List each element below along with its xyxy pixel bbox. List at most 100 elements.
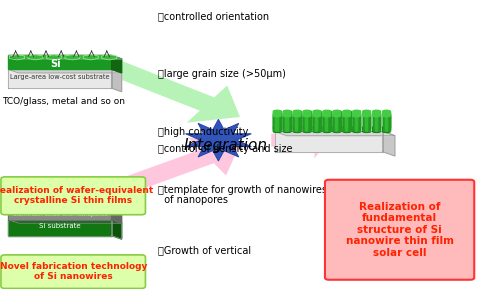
Ellipse shape: [363, 114, 371, 117]
Bar: [345, 112, 347, 127]
Ellipse shape: [38, 188, 46, 191]
Bar: [285, 116, 288, 131]
Polygon shape: [101, 58, 240, 123]
Bar: [383, 113, 390, 129]
Bar: [79, 192, 87, 208]
Bar: [60, 190, 63, 205]
Bar: [59, 190, 66, 205]
Ellipse shape: [48, 204, 56, 206]
Bar: [313, 112, 321, 127]
Bar: [333, 114, 341, 130]
Ellipse shape: [17, 190, 25, 192]
Ellipse shape: [79, 205, 87, 207]
Bar: [374, 113, 377, 129]
Ellipse shape: [110, 202, 118, 204]
Bar: [353, 112, 360, 127]
Ellipse shape: [38, 191, 46, 194]
Bar: [274, 113, 281, 129]
Ellipse shape: [313, 110, 321, 113]
Ellipse shape: [69, 205, 77, 207]
Bar: [365, 112, 367, 127]
Bar: [40, 190, 42, 205]
Bar: [343, 114, 350, 130]
Text: Novel fabrication technology
of Si nanowires: Novel fabrication technology of Si nanow…: [0, 262, 147, 281]
Bar: [48, 188, 56, 203]
Ellipse shape: [79, 202, 87, 204]
Ellipse shape: [383, 126, 390, 128]
Bar: [363, 116, 371, 131]
Text: ・template for growth of nanowires: ・template for growth of nanowires: [158, 185, 327, 195]
Ellipse shape: [38, 202, 46, 204]
Bar: [323, 114, 331, 130]
Ellipse shape: [100, 207, 108, 208]
Ellipse shape: [372, 131, 380, 132]
Ellipse shape: [17, 191, 25, 194]
Ellipse shape: [293, 112, 301, 114]
Ellipse shape: [363, 126, 371, 128]
Bar: [276, 114, 277, 130]
Bar: [110, 192, 118, 208]
Text: ・large grain size (>50μm): ・large grain size (>50μm): [158, 69, 286, 79]
Bar: [283, 116, 291, 131]
Bar: [293, 116, 301, 131]
Bar: [293, 114, 301, 130]
Ellipse shape: [48, 207, 56, 208]
Ellipse shape: [110, 207, 118, 208]
Bar: [92, 188, 94, 203]
Ellipse shape: [274, 131, 281, 132]
Ellipse shape: [333, 128, 341, 130]
Ellipse shape: [333, 110, 341, 113]
Bar: [355, 113, 357, 129]
Bar: [71, 192, 73, 208]
Ellipse shape: [110, 187, 118, 190]
Ellipse shape: [323, 112, 331, 114]
FancyBboxPatch shape: [1, 177, 145, 215]
Bar: [355, 114, 357, 130]
Bar: [333, 112, 341, 127]
Polygon shape: [9, 55, 111, 69]
Ellipse shape: [343, 110, 350, 113]
Bar: [59, 191, 66, 206]
Bar: [333, 113, 341, 129]
Ellipse shape: [100, 190, 108, 192]
Ellipse shape: [293, 113, 301, 115]
Bar: [283, 112, 291, 127]
Ellipse shape: [28, 207, 36, 208]
Bar: [363, 113, 371, 129]
Ellipse shape: [59, 191, 66, 194]
Ellipse shape: [353, 129, 360, 131]
Bar: [112, 190, 115, 205]
Bar: [40, 192, 42, 208]
Bar: [295, 112, 298, 127]
Ellipse shape: [274, 126, 281, 128]
Ellipse shape: [372, 113, 380, 115]
Bar: [100, 192, 108, 208]
Ellipse shape: [17, 187, 25, 190]
Ellipse shape: [343, 128, 350, 130]
Ellipse shape: [48, 190, 56, 192]
Bar: [295, 113, 298, 129]
Bar: [365, 113, 367, 129]
Ellipse shape: [323, 129, 331, 131]
Bar: [305, 116, 307, 131]
Bar: [17, 191, 25, 206]
Polygon shape: [9, 55, 122, 59]
Ellipse shape: [69, 202, 77, 204]
Bar: [383, 116, 390, 131]
Text: Integration: Integration: [183, 138, 268, 153]
Ellipse shape: [79, 191, 87, 194]
Ellipse shape: [363, 128, 371, 130]
Ellipse shape: [100, 202, 108, 204]
Bar: [90, 192, 97, 208]
Bar: [276, 116, 277, 131]
Bar: [295, 116, 298, 131]
Ellipse shape: [303, 126, 311, 128]
Ellipse shape: [313, 112, 321, 114]
Bar: [355, 112, 357, 127]
Ellipse shape: [323, 110, 331, 113]
Ellipse shape: [283, 112, 291, 114]
Bar: [363, 112, 371, 127]
Ellipse shape: [7, 207, 14, 208]
Ellipse shape: [353, 112, 360, 114]
Bar: [100, 191, 108, 206]
